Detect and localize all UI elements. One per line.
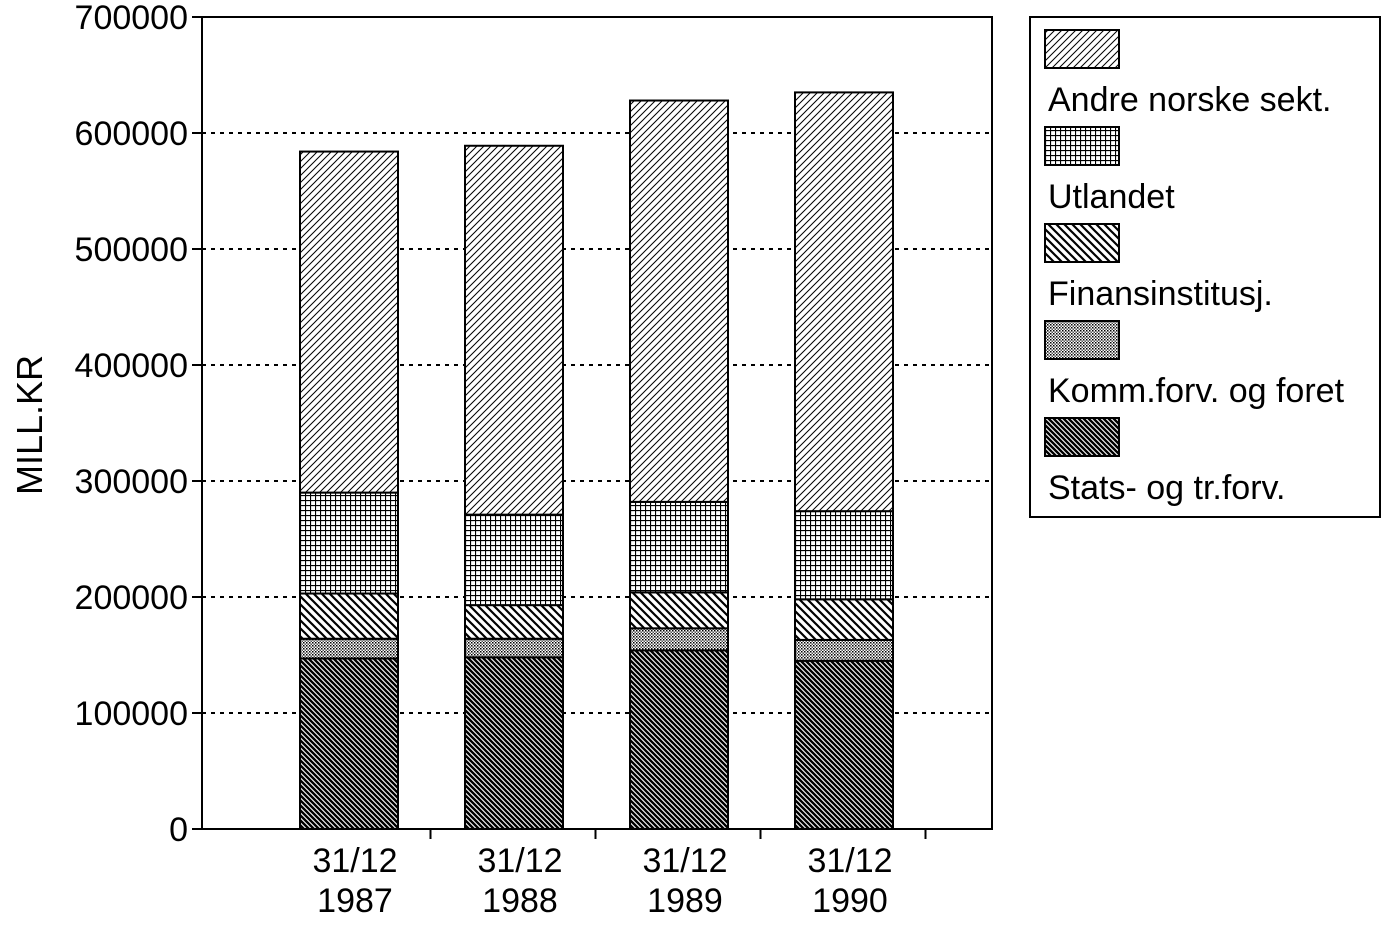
y-tick-label: 500000 [75, 231, 188, 269]
y-axis-label: MILL.KR [9, 355, 50, 495]
bar-segment [299, 657, 399, 830]
bar-segment [299, 491, 399, 595]
bar-segment [464, 513, 564, 607]
y-tick-label: 400000 [75, 347, 188, 385]
legend-swatch [1044, 29, 1120, 69]
legend-swatch [1044, 126, 1120, 166]
bar-segment [299, 592, 399, 640]
y-tick-label: 0 [169, 811, 188, 849]
bar-segment [464, 604, 564, 640]
bar-segment [464, 656, 564, 830]
bars [299, 91, 894, 830]
bar-segment [794, 638, 894, 662]
bar-segment [464, 637, 564, 659]
plot-frame [201, 16, 993, 830]
bar-segment [629, 649, 729, 830]
x-tick-label: 31/12 [642, 842, 727, 880]
legend-label: Komm.forv. og foret [1048, 372, 1345, 410]
y-tick-label: 600000 [75, 115, 188, 153]
bar-segment [464, 144, 564, 516]
axes: 0 100000 200000 300000 400000 500000 600000 700… [75, 0, 927, 920]
y-tick-label: 300000 [75, 463, 188, 501]
legend-swatch [1044, 320, 1120, 360]
bar-segment [299, 150, 399, 494]
x-tick-label: 1988 [482, 882, 558, 920]
x-tick-label: 1990 [812, 882, 888, 920]
legend-label: Stats- og tr.forv. [1048, 469, 1285, 507]
bar-segment [794, 598, 894, 641]
legend: Andre norske sekt. Utlandet Finansinstitus… [1044, 29, 1345, 507]
legend-label: Utlandet [1048, 178, 1175, 216]
bar-segment [794, 91, 894, 513]
legend-label: Andre norske sekt. [1048, 81, 1331, 119]
y-tick-label: 200000 [75, 579, 188, 617]
bar-segment [629, 627, 729, 652]
y-tick-label: 700000 [75, 0, 188, 37]
bar-segment [794, 510, 894, 601]
bar-segment [299, 637, 399, 660]
bar-segment [629, 591, 729, 630]
bar-segment [629, 500, 729, 594]
x-tick-label: 1989 [647, 882, 723, 920]
x-tick-label: 31/12 [477, 842, 562, 880]
x-tick-label: 31/12 [312, 842, 397, 880]
y-tick-label: 100000 [75, 695, 188, 733]
x-tick-label: 1987 [317, 882, 393, 920]
bar-segment [794, 659, 894, 830]
bar-segment [629, 99, 729, 503]
legend-swatch [1044, 223, 1120, 263]
legend-label: Finansinstitusj. [1048, 275, 1273, 313]
x-tick-label: 31/12 [807, 842, 892, 880]
legend-swatch [1044, 417, 1120, 457]
